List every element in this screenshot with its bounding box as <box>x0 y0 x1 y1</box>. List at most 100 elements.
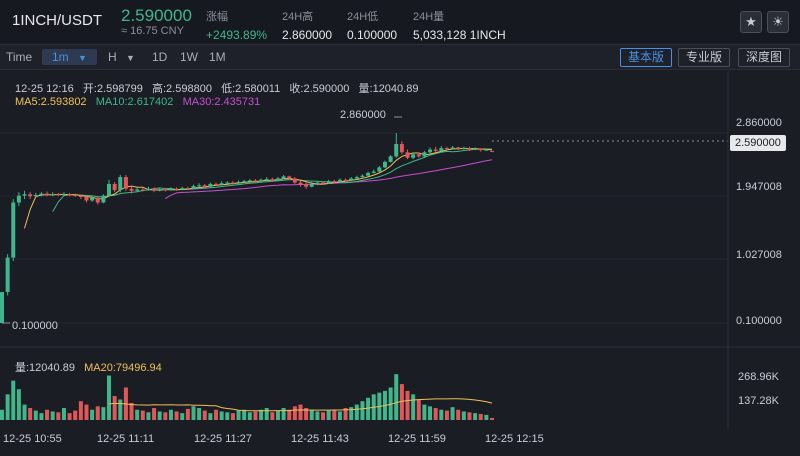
view-basic-button[interactable]: 基本版 <box>620 48 673 67</box>
volume-bar <box>73 410 78 420</box>
candle-body <box>107 183 112 196</box>
candle-body <box>337 179 342 182</box>
candle-body <box>287 176 292 179</box>
volume-bar <box>22 404 27 420</box>
candle-body <box>135 189 140 191</box>
pair-name[interactable]: 1INCH/USDT <box>12 12 103 29</box>
candle-body <box>61 194 66 196</box>
volume-bar <box>456 409 461 420</box>
candle-body <box>39 193 44 195</box>
volume-bar <box>309 409 314 420</box>
candle-body <box>50 194 55 196</box>
volume-bar <box>56 412 61 420</box>
candle-body <box>315 182 320 184</box>
candle-series <box>0 116 728 324</box>
candle-body <box>214 183 219 185</box>
candle-body <box>78 195 83 198</box>
volume-info: 量:12040.89 MA20:79496.94 <box>15 359 162 375</box>
info-open: 开:2.598799 <box>82 83 143 95</box>
candle-body <box>202 185 207 187</box>
view-pro-button[interactable]: 专业版 <box>678 48 731 67</box>
candle-body <box>388 156 393 162</box>
volume-bar <box>214 409 219 420</box>
candle-body <box>219 183 224 185</box>
interval-select[interactable]: 1m ▼ <box>42 49 97 65</box>
info-high: 高:2.598800 <box>152 83 212 95</box>
y-tick-label: 1.947008 <box>736 181 782 193</box>
volume-bar <box>366 397 371 420</box>
candle-body <box>253 180 258 182</box>
volume-bar <box>444 410 449 420</box>
candle-body <box>360 175 365 178</box>
candle-body <box>16 195 21 203</box>
volume-bar <box>388 387 393 420</box>
candle-body <box>259 179 264 182</box>
volume-bar <box>281 408 286 420</box>
candle-body <box>366 172 371 176</box>
ma30-path <box>165 159 493 200</box>
interval-h-dropdown[interactable]: H ▼ <box>108 50 135 64</box>
candle-body <box>281 176 286 179</box>
theme-toggle-button[interactable]: ☀ <box>767 11 789 33</box>
volume-bar <box>107 375 112 420</box>
volume-bar <box>270 412 275 420</box>
volume-bar <box>61 408 66 420</box>
candle-body <box>461 148 466 150</box>
candle-body <box>112 183 117 191</box>
candle-body <box>247 180 252 182</box>
candle-body <box>123 177 128 189</box>
volume-stat: 24H量 5,033,128 1INCH <box>413 8 506 42</box>
ma-info: MA5:2.593802 MA10:2.617402 MA30:2.435731 <box>15 96 260 108</box>
info-low: 低:2.580011 <box>221 83 281 95</box>
volume-bar <box>287 409 292 420</box>
change-stat: 涨幅 +2493.89% <box>206 8 267 42</box>
volume-bar <box>484 414 489 420</box>
volume-bar <box>163 412 168 420</box>
candle-body <box>467 148 472 150</box>
candle-body <box>349 178 354 181</box>
info-close: 收:2.590000 <box>289 83 350 95</box>
vol-info-value: 量:12040.89 <box>15 362 75 374</box>
ma5-line <box>24 147 493 229</box>
volume-bar <box>236 410 241 420</box>
candle-body <box>236 181 241 184</box>
candle-body <box>433 149 438 151</box>
high-stat: 24H高 2.860000 <box>282 8 332 42</box>
volume-bar <box>185 408 190 420</box>
candle-body <box>416 154 421 157</box>
candle-body <box>399 144 404 153</box>
candle-body <box>371 171 376 173</box>
candlestick-chart[interactable] <box>0 71 800 456</box>
favorite-button[interactable]: ★ <box>740 11 762 33</box>
volume-bar <box>95 406 100 420</box>
volume-bar <box>140 410 145 420</box>
low-marker-label: 0.100000 <box>12 320 58 332</box>
x-tick-label: 12-25 11:43 <box>291 433 349 445</box>
volume-bar <box>135 409 140 420</box>
candle-body <box>456 147 461 149</box>
volume-bar <box>84 404 89 420</box>
vol-tick-label: 268.96K <box>738 371 779 383</box>
interval-1d[interactable]: 1D <box>152 50 168 64</box>
volume-bar <box>174 411 179 420</box>
interval-1w[interactable]: 1W <box>180 50 198 64</box>
candle-body <box>0 292 4 323</box>
volume-bar <box>315 411 320 420</box>
volume-bar <box>168 409 173 420</box>
candle-body <box>264 179 269 181</box>
volume-bar <box>152 408 157 420</box>
volume-bar <box>433 408 438 420</box>
volume-bar <box>467 412 472 420</box>
view-depth-button[interactable]: 深度图 <box>738 48 791 67</box>
sun-icon: ☀ <box>772 14 784 29</box>
chart-area[interactable]: 12-25 12:16 开:2.598799 高:2.598800 低:2.58… <box>0 71 800 456</box>
interval-1m-month[interactable]: 1M <box>209 50 226 64</box>
volume-series <box>0 374 494 420</box>
volume-bar <box>326 410 331 420</box>
chart-grid <box>0 132 728 324</box>
candle-body <box>191 186 196 189</box>
volume-bar <box>450 407 455 420</box>
candle-body <box>439 148 444 151</box>
volume-value: 5,033,128 1INCH <box>413 28 506 42</box>
info-ma5: MA5:2.593802 <box>15 96 87 108</box>
